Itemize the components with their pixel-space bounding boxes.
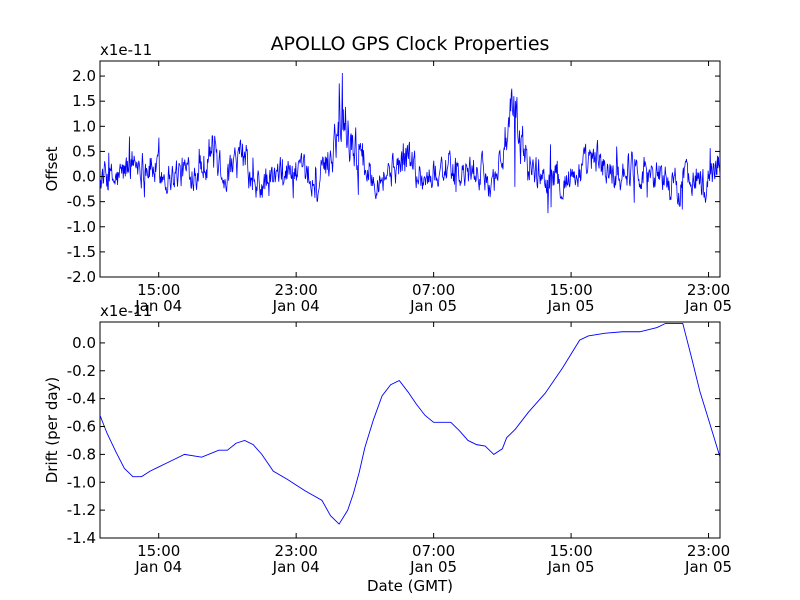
x-tick-date-label: Jan 04 <box>134 297 182 315</box>
x-tick-label: 23:00 <box>687 281 730 299</box>
x-tick-label: 23:00 <box>275 542 318 560</box>
y-tick-label: 0.0 <box>72 334 96 352</box>
x-tick-date-label: Jan 04 <box>272 297 320 315</box>
y-tick-label: 0.0 <box>72 168 96 186</box>
offset-panel: -2.0-1.5-1.0-0.50.00.51.01.52.015:00Jan … <box>43 41 732 315</box>
y-tick-label: 1.0 <box>72 117 96 135</box>
chart-title: APOLLO GPS Clock Properties <box>271 33 550 55</box>
y-tick-label: -0.5 <box>67 193 96 211</box>
y-tick-label: -1.2 <box>67 501 96 519</box>
x-tick-date-label: Jan 05 <box>409 297 457 315</box>
x-tick-label: 23:00 <box>687 542 730 560</box>
x-tick-date-label: Jan 05 <box>547 297 595 315</box>
x-tick-label: 15:00 <box>137 281 180 299</box>
series-line <box>99 72 721 214</box>
x-tick-date-label: Jan 05 <box>684 297 732 315</box>
y-tick-label: -1.0 <box>67 473 96 491</box>
x-tick-date-label: Jan 04 <box>134 558 182 576</box>
x-tick-date-label: Jan 05 <box>684 558 732 576</box>
x-tick-label: 23:00 <box>275 281 318 299</box>
plot-frame <box>99 321 721 539</box>
plot-frame <box>99 60 721 278</box>
y-axis-label: Drift (per day) <box>43 377 61 484</box>
x-axis-label: Date (GMT) <box>367 577 453 595</box>
x-tick-date-label: Jan 04 <box>272 558 320 576</box>
y-tick-label: -1.0 <box>67 218 96 236</box>
x-tick-date-label: Jan 05 <box>547 558 595 576</box>
x-tick-label: 15:00 <box>137 542 180 560</box>
y-tick-label: -0.6 <box>67 418 96 436</box>
y-tick-label: 2.0 <box>72 67 96 85</box>
y-axis-label: Offset <box>43 146 61 191</box>
y-multiplier-label: x1e-11 <box>100 41 152 59</box>
x-tick-label: 15:00 <box>549 542 592 560</box>
y-multiplier-label: x1e-11 <box>100 302 152 320</box>
y-tick-label: -0.4 <box>67 390 96 408</box>
x-tick-label: 15:00 <box>549 281 592 299</box>
y-tick-label: -1.5 <box>67 243 96 261</box>
series-line <box>99 322 721 525</box>
y-tick-label: -0.8 <box>67 445 96 463</box>
drift-panel: -1.4-1.2-1.0-0.8-0.6-0.4-0.20.015:00Jan … <box>43 302 732 576</box>
x-tick-label: 07:00 <box>412 542 455 560</box>
x-tick-label: 07:00 <box>412 281 455 299</box>
y-tick-label: -1.4 <box>67 529 96 547</box>
y-tick-label: 0.5 <box>72 142 96 160</box>
y-tick-label: 1.5 <box>72 92 96 110</box>
y-tick-label: -0.2 <box>67 362 96 380</box>
y-tick-label: -2.0 <box>67 268 96 286</box>
x-tick-date-label: Jan 05 <box>409 558 457 576</box>
